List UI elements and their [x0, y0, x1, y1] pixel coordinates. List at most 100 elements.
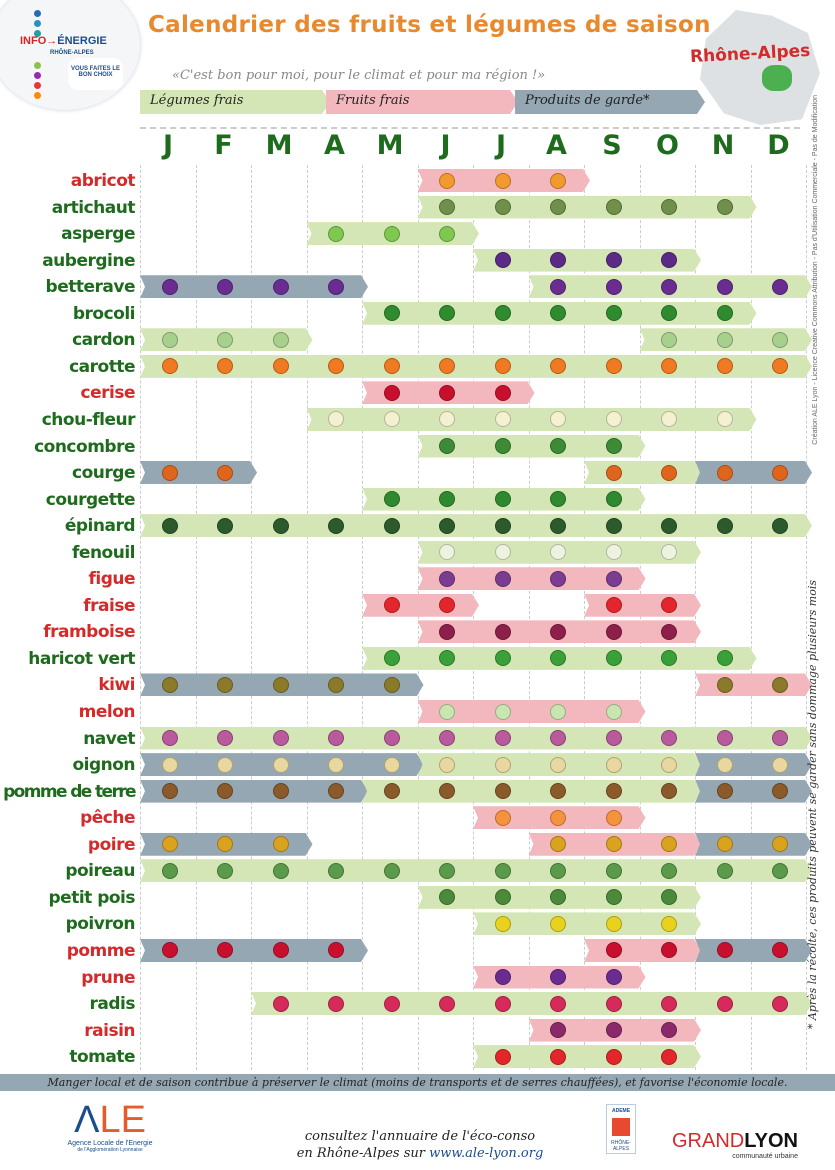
- grape-icon: [605, 1022, 622, 1039]
- season-bar-storage: [140, 275, 368, 298]
- season-bar-storage: [695, 461, 812, 484]
- logo-region: RHÔNE-ALPES: [50, 50, 94, 56]
- month-header: M: [265, 130, 293, 161]
- melon-icon: [605, 703, 622, 720]
- turnip-icon: [661, 730, 678, 747]
- item-label: fenouil: [72, 542, 135, 563]
- apricot-icon: [494, 172, 511, 189]
- season-bar-fresh_fruit: [362, 594, 479, 617]
- cucumber-icon: [605, 438, 622, 454]
- asparagus-icon: [383, 225, 400, 242]
- cardoon-icon: [661, 331, 678, 348]
- potato-icon: [550, 783, 567, 800]
- storage-footnote: * Après la récolte, ces produits peuvent…: [806, 580, 819, 1030]
- plum-icon: [550, 969, 567, 985]
- spinach-icon: [550, 517, 567, 534]
- potato-icon: [272, 783, 289, 800]
- turnip-icon: [772, 730, 789, 747]
- month-header: S: [602, 130, 622, 161]
- pepper-icon: [550, 915, 567, 932]
- zucchini-icon: [605, 491, 622, 508]
- artichoke-icon: [661, 199, 678, 216]
- potato-icon: [439, 783, 456, 800]
- cauliflower-icon: [605, 411, 622, 428]
- kiwi-icon: [161, 676, 178, 693]
- grid-line: [251, 165, 252, 1070]
- apple-icon: [605, 942, 622, 959]
- leek-icon: [161, 862, 178, 879]
- spinach-icon: [494, 517, 511, 534]
- item-label: poivron: [65, 914, 136, 935]
- potato-icon: [661, 783, 678, 800]
- beetroot-icon: [605, 278, 622, 295]
- month-header: M: [376, 130, 404, 161]
- beetroot-icon: [716, 278, 733, 295]
- leek-icon: [772, 862, 789, 879]
- onion-icon: [439, 756, 456, 773]
- cauliflower-icon: [716, 411, 733, 428]
- cardoon-icon: [217, 331, 234, 348]
- cauliflower-icon: [550, 411, 567, 428]
- eggplant-icon: [605, 252, 622, 269]
- radish-icon: [494, 995, 511, 1012]
- beetroot-icon: [661, 278, 678, 295]
- apple-icon: [772, 942, 789, 959]
- spinach-icon: [272, 517, 289, 534]
- turnip-icon: [716, 730, 733, 747]
- season-bar-fresh_fruit: [418, 700, 646, 723]
- item-label: pomme: [66, 940, 136, 961]
- kiwi-icon: [328, 676, 345, 693]
- leek-icon: [550, 862, 567, 879]
- apple-icon: [161, 942, 178, 959]
- carrot-icon: [661, 358, 678, 375]
- kiwi-icon: [383, 676, 400, 693]
- pumpkin-icon: [772, 464, 789, 481]
- leek-icon: [439, 862, 456, 879]
- potato-icon: [328, 783, 345, 800]
- beetroot-icon: [272, 278, 289, 295]
- cherry-icon: [439, 384, 456, 401]
- season-bar-storage: [140, 780, 368, 803]
- item-label: navet: [83, 728, 135, 749]
- month-header: J: [162, 130, 174, 161]
- broccoli-icon: [383, 305, 400, 322]
- eggplant-icon: [494, 252, 511, 269]
- fig-icon: [605, 570, 622, 587]
- plum-icon: [494, 969, 511, 985]
- season-bar-storage: [695, 939, 812, 962]
- pea-icon: [494, 889, 511, 906]
- raspberry-icon: [605, 623, 622, 640]
- item-label: poire: [87, 834, 136, 855]
- turnip-icon: [550, 730, 567, 747]
- grid-line: [584, 165, 585, 1070]
- item-label: oignon: [72, 755, 135, 776]
- legend-fresh-veg: Légumes frais: [140, 90, 330, 114]
- footer-message: Manger local et de saison contribue à pr…: [0, 1074, 835, 1091]
- carrot-icon: [383, 358, 400, 375]
- beetroot-icon: [328, 278, 345, 295]
- fig-icon: [439, 570, 456, 587]
- grid-line: [306, 165, 308, 1070]
- website-link[interactable]: www.ale-lyon.org: [429, 1146, 544, 1161]
- radish-icon: [550, 995, 567, 1012]
- raspberry-icon: [550, 623, 567, 640]
- spinach-icon: [439, 517, 456, 534]
- item-label: haricot vert: [28, 648, 135, 669]
- green-bean-icon: [494, 650, 511, 667]
- onion-icon: [661, 756, 678, 773]
- grid-line: [140, 165, 141, 1070]
- item-label: framboise: [43, 622, 135, 643]
- item-label: tomate: [69, 1047, 135, 1068]
- radish-icon: [383, 995, 400, 1012]
- cucumber-icon: [550, 438, 567, 454]
- green-bean-icon: [550, 650, 567, 667]
- pea-icon: [439, 889, 456, 906]
- grid-line: [417, 165, 419, 1070]
- beetroot-icon: [161, 278, 178, 295]
- cucumber-icon: [494, 438, 511, 454]
- item-label: chou-fleur: [41, 409, 136, 430]
- carrot-icon: [716, 358, 733, 375]
- item-label: cerise: [80, 383, 136, 404]
- fennel-icon: [550, 544, 567, 561]
- peach-icon: [494, 809, 511, 826]
